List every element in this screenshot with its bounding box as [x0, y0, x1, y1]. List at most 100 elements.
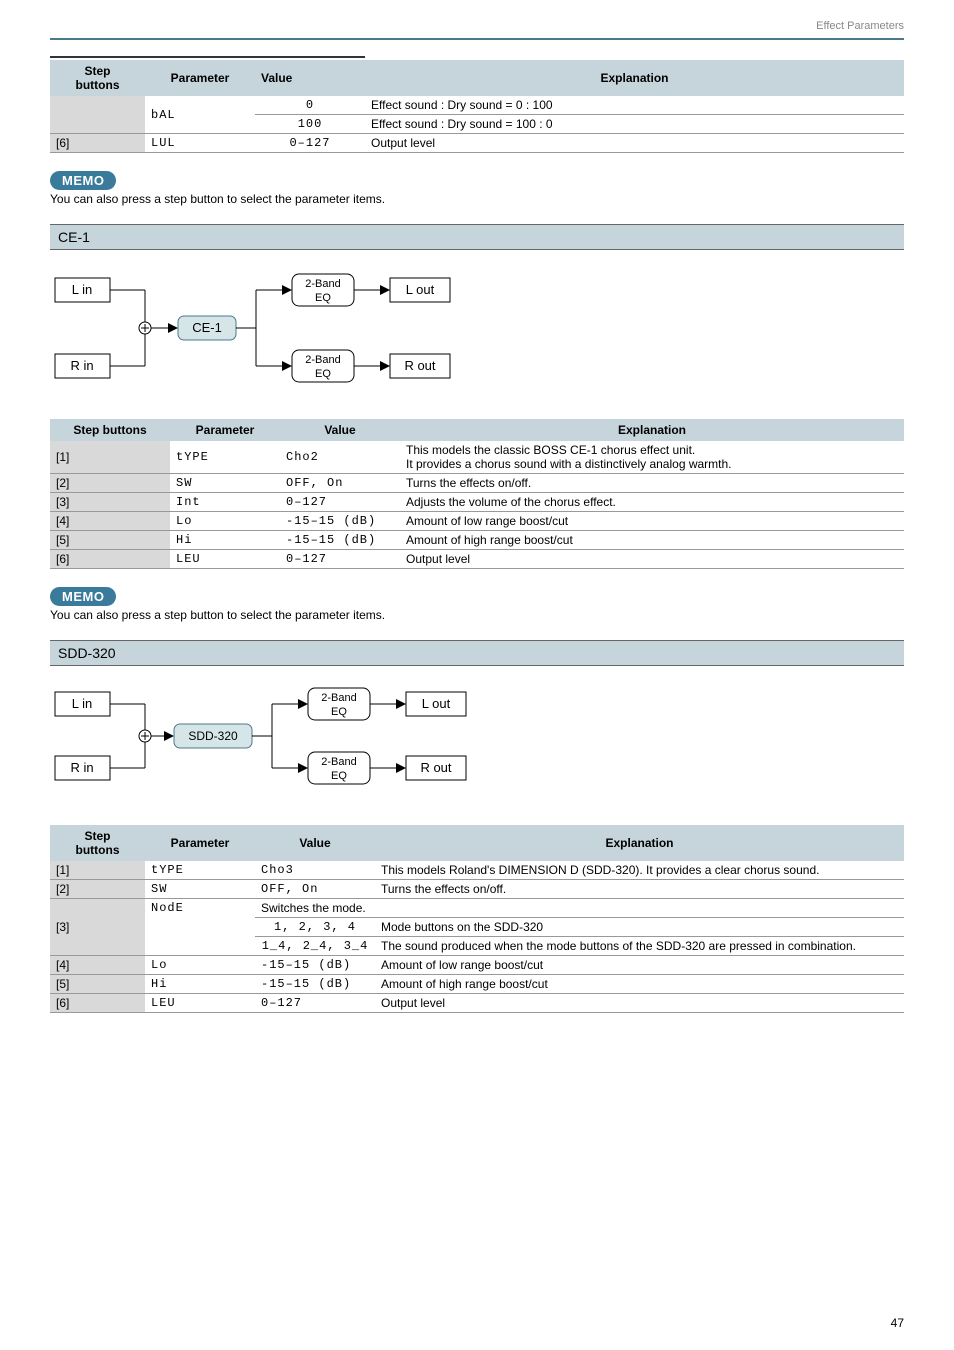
cell-value: OFF, On — [255, 880, 375, 899]
cell-value: 0–127 — [255, 994, 375, 1013]
cell-param: SW — [170, 474, 280, 493]
svg-text:L out: L out — [422, 696, 451, 711]
table-sdd: Step buttons Parameter Value Explanation… — [50, 825, 904, 1013]
svg-text:R in: R in — [70, 358, 93, 373]
cell-expl: Mode buttons on the SDD-320 — [375, 918, 904, 937]
cell-expl: Output level — [400, 550, 904, 569]
th-expl: Explanation — [400, 419, 904, 441]
cell-value: -15–15 (dB) — [280, 531, 400, 550]
cell-step: [1] — [50, 861, 145, 880]
cell-value: Cho2 — [280, 441, 400, 474]
cell-expl: Turns the effects on/off. — [400, 474, 904, 493]
cell-step: [5] — [50, 531, 170, 550]
cell-value: 0–127 — [280, 550, 400, 569]
table-row: [5] Hi -15–15 (dB) Amount of high range … — [50, 531, 904, 550]
cell-expl: This models Roland's DIMENSION D (SDD-32… — [375, 861, 904, 880]
cell-step: [4] — [50, 512, 170, 531]
cell-param: tYPE — [145, 861, 255, 880]
cell-param: Hi — [145, 975, 255, 994]
svg-text:EQ: EQ — [331, 706, 347, 718]
cell-step: [6] — [50, 994, 145, 1013]
page-number: 47 — [891, 1316, 904, 1330]
cell-expl: Amount of low range boost/cut — [400, 512, 904, 531]
cell-expl: Output level — [375, 994, 904, 1013]
cell-value: -15–15 (dB) — [255, 975, 375, 994]
cell-value: -15–15 (dB) — [280, 512, 400, 531]
memo-badge: MEMO — [50, 171, 116, 190]
cell-value: -15–15 (dB) — [255, 956, 375, 975]
th-value: Value — [280, 419, 400, 441]
cell-param: tYPE — [170, 441, 280, 474]
table-row: [2] SW OFF, On Turns the effects on/off. — [50, 880, 904, 899]
cell-step: [2] — [50, 474, 170, 493]
section-ce1: CE-1 — [50, 224, 904, 250]
svg-text:2-Band: 2-Band — [321, 692, 356, 704]
cell-value: 100 — [255, 115, 365, 134]
cell-step: [5] — [50, 975, 145, 994]
th-expl: Explanation — [375, 825, 904, 861]
diagram-ce1: L in R in CE-1 2-Band EQ 2-Band EQ L out… — [50, 268, 470, 388]
cell-expl: Output level — [365, 134, 904, 153]
cell-expl: This models the classic BOSS CE-1 chorus… — [400, 441, 904, 474]
table-row: [1] tYPE Cho3 This models Roland's DIMEN… — [50, 861, 904, 880]
cell-param: Lo — [170, 512, 280, 531]
table-row: [4] Lo -15–15 (dB) Amount of low range b… — [50, 512, 904, 531]
svg-text:L in: L in — [72, 696, 92, 711]
cell-step: [6] — [50, 550, 170, 569]
header-rule — [50, 38, 904, 40]
svg-text:2-Band: 2-Band — [305, 278, 340, 290]
cell-step: [6] — [50, 134, 145, 153]
table-row: [2] SW OFF, On Turns the effects on/off. — [50, 474, 904, 493]
cell-expl: Amount of high range boost/cut — [375, 975, 904, 994]
svg-text:CE-1: CE-1 — [192, 320, 222, 335]
cell-param: NodE — [145, 899, 255, 956]
table-row: [1] tYPE Cho2 This models the classic BO… — [50, 441, 904, 474]
table-row: bAL 0 Effect sound : Dry sound = 0 : 100 — [50, 96, 904, 115]
cell-value: OFF, On — [280, 474, 400, 493]
cell-param: Lo — [145, 956, 255, 975]
svg-text:EQ: EQ — [331, 770, 347, 782]
th-step: Step buttons — [50, 419, 170, 441]
memo-badge: MEMO — [50, 587, 116, 606]
cell-expl: The sound produced when the mode buttons… — [375, 937, 904, 956]
section-sdd: SDD-320 — [50, 640, 904, 666]
th-param: Parameter — [145, 825, 255, 861]
table-row: [4] Lo -15–15 (dB) Amount of low range b… — [50, 956, 904, 975]
svg-text:EQ: EQ — [315, 292, 331, 304]
th-value: Value — [255, 60, 365, 96]
table-row: [3] Int 0–127 Adjusts the volume of the … — [50, 493, 904, 512]
cell-value: 1, 2, 3, 4 — [255, 918, 375, 937]
th-param: Parameter — [145, 60, 255, 96]
cell-expl: Adjusts the volume of the chorus effect. — [400, 493, 904, 512]
table-row: [6] LEU 0–127 Output level — [50, 550, 904, 569]
cell-value: 0–127 — [255, 134, 365, 153]
svg-text:2-Band: 2-Band — [305, 354, 340, 366]
svg-text:R out: R out — [404, 358, 435, 373]
cell-value: 0–127 — [280, 493, 400, 512]
memo-text: You can also press a step button to sele… — [50, 608, 904, 622]
cell-param: LEU — [170, 550, 280, 569]
diagram-sdd: L in R in SDD-320 2-Band EQ 2-Band EQ L … — [50, 684, 490, 794]
svg-text:L in: L in — [72, 282, 92, 297]
svg-text:2-Band: 2-Band — [321, 756, 356, 768]
cell-param: bAL — [145, 96, 255, 134]
cell-step: [3] — [50, 899, 145, 956]
table-row: [6] LEU 0–127 Output level — [50, 994, 904, 1013]
th-step: Step buttons — [50, 60, 145, 96]
cell-step: [3] — [50, 493, 170, 512]
cell-step: [2] — [50, 880, 145, 899]
svg-text:SDD-320: SDD-320 — [188, 729, 238, 743]
cell-value: 1_4, 2_4, 3_4 — [255, 937, 375, 956]
cell-param: Hi — [170, 531, 280, 550]
cell-expl: Amount of high range boost/cut — [400, 531, 904, 550]
cell-step: [1] — [50, 441, 170, 474]
memo-text: You can also press a step button to sele… — [50, 192, 904, 206]
cell-param: LEU — [145, 994, 255, 1013]
th-param: Parameter — [170, 419, 280, 441]
cell-expl: Amount of low range boost/cut — [375, 956, 904, 975]
cell-value: Cho3 — [255, 861, 375, 880]
page-header: Effect Parameters — [50, 20, 904, 32]
svg-text:L out: L out — [406, 282, 435, 297]
table-bal: Step buttons Parameter Value Explanation… — [50, 60, 904, 153]
cell-param: SW — [145, 880, 255, 899]
